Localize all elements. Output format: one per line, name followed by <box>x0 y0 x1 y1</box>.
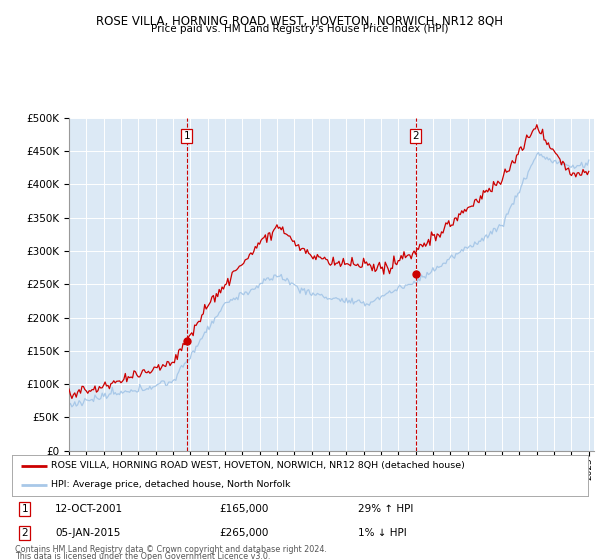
Text: 12-OCT-2001: 12-OCT-2001 <box>55 504 124 514</box>
Text: 2: 2 <box>22 528 28 538</box>
Text: Price paid vs. HM Land Registry's House Price Index (HPI): Price paid vs. HM Land Registry's House … <box>151 24 449 34</box>
Text: 29% ↑ HPI: 29% ↑ HPI <box>358 504 413 514</box>
Text: 1% ↓ HPI: 1% ↓ HPI <box>358 528 406 538</box>
Text: HPI: Average price, detached house, North Norfolk: HPI: Average price, detached house, Nort… <box>51 480 290 489</box>
Text: ROSE VILLA, HORNING ROAD WEST, HOVETON, NORWICH, NR12 8QH (detached house): ROSE VILLA, HORNING ROAD WEST, HOVETON, … <box>51 461 465 470</box>
Text: £265,000: £265,000 <box>220 528 269 538</box>
Text: Contains HM Land Registry data © Crown copyright and database right 2024.: Contains HM Land Registry data © Crown c… <box>15 545 327 554</box>
Text: 2: 2 <box>412 131 419 141</box>
Text: ROSE VILLA, HORNING ROAD WEST, HOVETON, NORWICH, NR12 8QH: ROSE VILLA, HORNING ROAD WEST, HOVETON, … <box>97 14 503 27</box>
Text: 1: 1 <box>22 504 28 514</box>
Text: 05-JAN-2015: 05-JAN-2015 <box>55 528 121 538</box>
Text: £165,000: £165,000 <box>220 504 269 514</box>
Text: This data is licensed under the Open Government Licence v3.0.: This data is licensed under the Open Gov… <box>15 552 271 560</box>
Text: 1: 1 <box>184 131 190 141</box>
